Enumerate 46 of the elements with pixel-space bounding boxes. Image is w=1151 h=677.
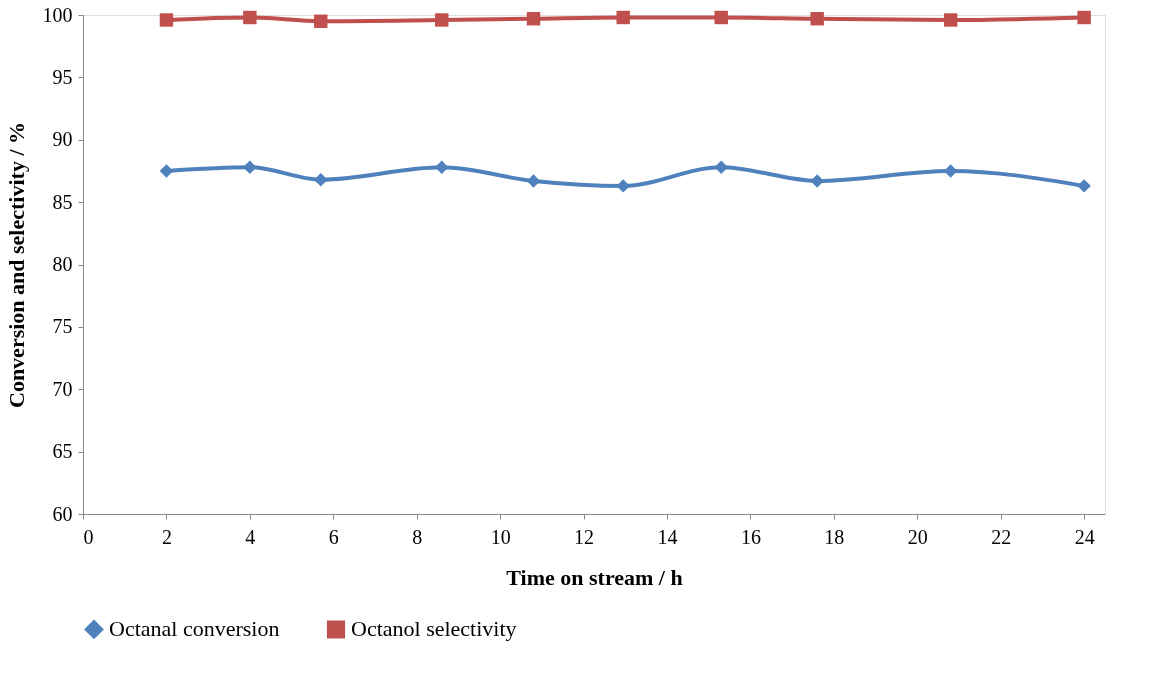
point <box>159 13 174 27</box>
point <box>314 172 328 187</box>
x-tick-label: 18 <box>824 525 845 548</box>
point <box>243 160 257 174</box>
point <box>159 164 174 178</box>
x-tick-label: 20 <box>907 525 928 548</box>
point <box>526 12 541 26</box>
point <box>616 10 630 25</box>
x-tick-label: 12 <box>574 525 595 548</box>
x-tick-label: 24 <box>1074 525 1095 548</box>
y-tick-label: 90 <box>52 128 73 151</box>
point <box>435 13 449 27</box>
x-tick-label: 10 <box>490 525 511 548</box>
y-tick-label: 85 <box>52 190 73 213</box>
point <box>1077 179 1091 193</box>
y-tick-label: 75 <box>52 315 73 338</box>
y-tick-label: 65 <box>52 440 73 463</box>
point <box>943 164 958 178</box>
point <box>714 160 728 174</box>
x-tick-label: 16 <box>740 525 761 548</box>
point <box>943 13 958 27</box>
y-axis-title: Conversion and selectivity / % <box>3 122 29 408</box>
x-tick-label: 14 <box>657 525 678 548</box>
point <box>435 160 449 174</box>
point <box>810 12 824 26</box>
point <box>314 14 328 28</box>
point <box>810 174 824 188</box>
y-tick-label: 100 <box>42 3 73 26</box>
x-axis-title: Time on stream / h <box>506 564 683 590</box>
point <box>243 10 257 25</box>
y-tick-label: 80 <box>52 253 73 275</box>
point <box>1077 10 1091 25</box>
x-tick-label: 22 <box>991 525 1012 548</box>
x-tick-label: 0 <box>83 525 94 548</box>
x-tick-label: 2 <box>161 525 172 548</box>
point <box>616 179 630 193</box>
legend-label: Octanol selectivity <box>351 616 517 642</box>
x-tick-label: 8 <box>412 525 423 548</box>
x-tick-label: 6 <box>328 525 339 548</box>
point <box>714 10 728 25</box>
x-tick-label: 4 <box>245 525 256 548</box>
point <box>526 174 541 188</box>
y-tick-label: 70 <box>52 377 73 400</box>
y-tick-label: 95 <box>52 65 73 88</box>
y-tick-label: 60 <box>52 502 73 525</box>
legend-label: Octanal conversion <box>109 616 280 642</box>
